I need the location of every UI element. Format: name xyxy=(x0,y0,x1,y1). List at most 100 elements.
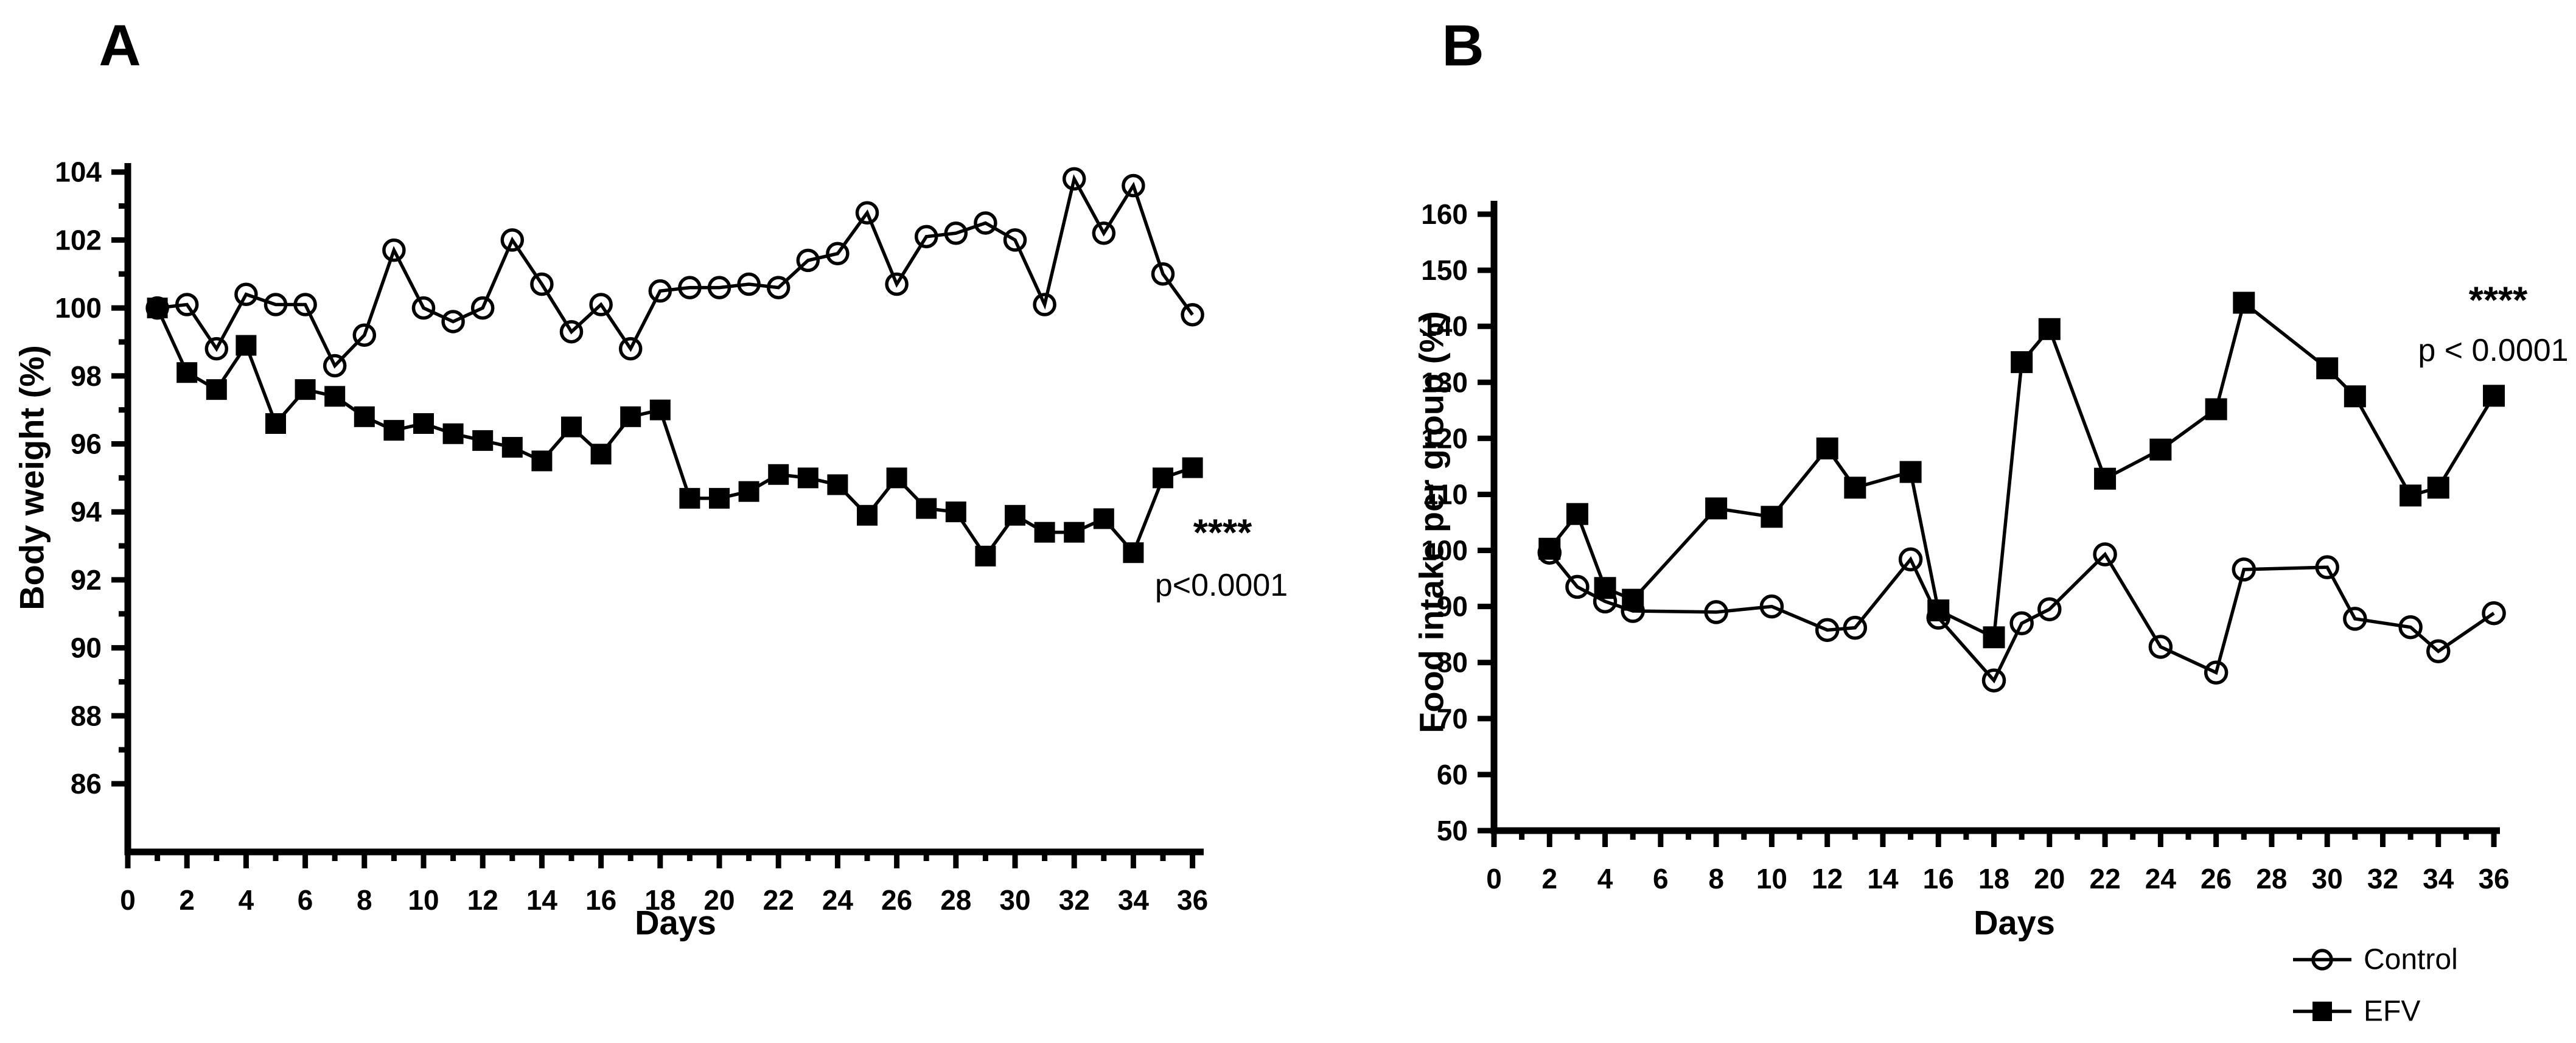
efv-square-marker xyxy=(1816,437,1838,459)
control-circle-marker xyxy=(1843,615,1868,640)
x-tick-label: 36 xyxy=(2478,863,2509,895)
x-tick-label: 18 xyxy=(644,884,675,916)
efv-square-marker xyxy=(1566,503,1588,525)
legend: Control EFV xyxy=(2293,944,2458,1028)
control-circle-marker xyxy=(2426,639,2451,664)
efv-square-marker xyxy=(1005,504,1025,526)
control-circle-marker xyxy=(234,282,258,307)
x-tick-label: 22 xyxy=(2089,863,2120,895)
y-tick-label: 86 xyxy=(71,768,102,800)
y-tick-label: 94 xyxy=(71,496,102,528)
control-circle-marker xyxy=(293,293,317,316)
efv-square-marker xyxy=(975,545,996,567)
x-tick-label: 28 xyxy=(2256,863,2287,895)
efv-square-marker xyxy=(531,450,553,472)
x-tick-label: 14 xyxy=(526,884,558,916)
efv-square-marker xyxy=(620,406,641,427)
control-circle-marker xyxy=(264,293,288,316)
series-line-control xyxy=(1548,551,2495,684)
efv-square-marker xyxy=(383,420,405,441)
p-value-label: p<0.0001 xyxy=(1155,568,1288,603)
x-tick-label: 4 xyxy=(239,884,254,916)
control-circle-marker xyxy=(1621,599,1645,623)
control-circle-marker xyxy=(323,354,347,378)
series-efv xyxy=(147,298,1203,567)
control-circle-marker xyxy=(707,276,731,299)
efv-square-marker xyxy=(1899,461,1922,483)
control-circle-marker xyxy=(944,221,968,245)
control-circle-marker xyxy=(974,211,997,235)
efv-square-marker xyxy=(236,335,257,356)
control-circle-marker xyxy=(1704,600,1728,624)
y-axis-title: Body weight (%) xyxy=(13,345,51,610)
control-circle-marker xyxy=(204,337,229,361)
x-tick-label: 22 xyxy=(763,884,794,916)
y-tick-label: 50 xyxy=(1437,815,1468,846)
x-tick-label: 34 xyxy=(2423,863,2454,895)
efv-square-marker xyxy=(1093,508,1114,529)
y-tick-label: 90 xyxy=(71,632,102,664)
efv-square-marker xyxy=(206,379,227,400)
efv-square-marker xyxy=(1123,542,1144,563)
efv-square-marker xyxy=(2233,291,2255,314)
control-circle-marker xyxy=(1151,262,1175,286)
y-tick-label: 150 xyxy=(1421,254,1468,286)
efv-square-marker xyxy=(797,467,819,489)
series-efv xyxy=(1538,291,2505,649)
control-circle-marker xyxy=(175,293,199,316)
control-circle-marker xyxy=(2009,611,2034,636)
efv-square-marker xyxy=(561,416,582,438)
efv-square-marker xyxy=(2427,476,2449,499)
x-tick-label: 0 xyxy=(120,884,136,916)
x-tick-label: 30 xyxy=(2312,863,2343,895)
legend-item-efv: EFV xyxy=(2293,996,2420,1028)
y-tick-label: 96 xyxy=(71,428,102,460)
control-circle-marker xyxy=(766,276,791,299)
control-circle-marker xyxy=(382,238,406,262)
efv-square-marker xyxy=(827,474,848,495)
x-tick-label: 6 xyxy=(1653,863,1669,895)
efv-square-marker xyxy=(2400,484,2422,507)
control-circle-marker xyxy=(648,279,672,303)
efv-square-marker xyxy=(176,362,198,383)
efv-square-marker xyxy=(1182,457,1203,478)
efv-square-marker xyxy=(590,444,612,465)
control-circle-marker xyxy=(855,201,879,225)
control-circle-marker xyxy=(678,276,702,299)
y-tick-label: 60 xyxy=(1437,759,1468,790)
control-circle-marker xyxy=(2093,542,2117,567)
series-control xyxy=(1537,540,2506,692)
x-tick-label: 0 xyxy=(1486,863,1502,895)
legend-item-control: Control xyxy=(2293,944,2458,976)
control-circle-marker xyxy=(1981,668,2006,692)
x-tick-label: 6 xyxy=(298,884,313,916)
control-circle-marker xyxy=(2398,615,2423,640)
y-tick-label: 102 xyxy=(55,224,102,256)
efv-square-marker xyxy=(2011,351,2033,374)
x-tick-label: 26 xyxy=(881,884,912,916)
efv-square-marker xyxy=(679,487,700,509)
y-tick-label: 80 xyxy=(1437,647,1468,678)
efv-square-marker xyxy=(916,498,937,519)
efv-square-marker xyxy=(1034,522,1055,543)
legend-square-filled-icon xyxy=(2312,1002,2332,1021)
control-circle-marker xyxy=(1593,589,1618,614)
efv-square-marker xyxy=(2094,467,2117,490)
control-circle-marker xyxy=(1537,540,1562,565)
x-tick-label: 8 xyxy=(357,884,372,916)
control-circle-marker xyxy=(500,228,525,252)
control-circle-marker xyxy=(885,272,909,296)
efv-square-marker xyxy=(2483,385,2505,407)
efv-square-marker xyxy=(2205,398,2227,420)
panel-letter: B xyxy=(1442,13,1484,78)
efv-square-marker xyxy=(413,413,434,434)
series-control xyxy=(145,167,1204,378)
x-tick-label: 34 xyxy=(1118,884,1150,916)
efv-square-marker xyxy=(2316,357,2339,380)
x-tick-label: 2 xyxy=(179,884,195,916)
efv-square-marker xyxy=(1983,626,2005,649)
x-tick-label: 24 xyxy=(2145,863,2177,895)
control-circle-marker xyxy=(914,225,938,249)
control-circle-marker xyxy=(530,272,554,296)
